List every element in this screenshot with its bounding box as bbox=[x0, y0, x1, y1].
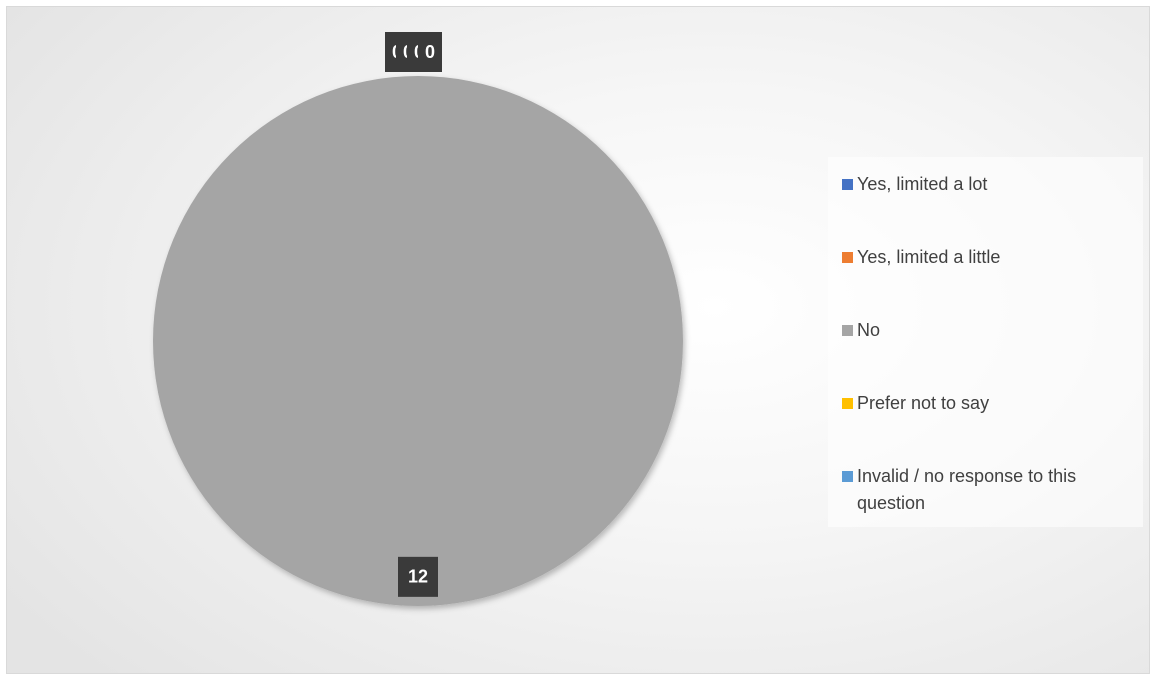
legend-item: Invalid / no response to this question bbox=[842, 463, 1133, 536]
pie bbox=[153, 76, 683, 606]
legend-item: Prefer not to say bbox=[842, 390, 1133, 463]
legend-swatch bbox=[842, 179, 853, 190]
legend-item: No bbox=[842, 317, 1133, 390]
legend-label: Prefer not to say bbox=[857, 393, 990, 413]
legend-label: Yes, limited a little bbox=[857, 247, 1001, 267]
legend-item: Yes, limited a little bbox=[842, 244, 1133, 317]
data-label-box bbox=[418, 32, 442, 72]
legend-label: Yes, limited a lot bbox=[857, 174, 988, 194]
legend-swatch bbox=[842, 252, 853, 263]
legend-item: Yes, limited a lot bbox=[842, 171, 1133, 244]
legend-swatch bbox=[842, 325, 853, 336]
legend-label: No bbox=[857, 320, 881, 340]
pie-slice bbox=[153, 76, 683, 606]
legend: Yes, limited a lot Yes, limited a little N… bbox=[828, 157, 1143, 527]
data-label: 0 bbox=[425, 42, 435, 62]
data-label: 12 bbox=[408, 567, 428, 587]
legend-swatch bbox=[842, 398, 853, 409]
legend-label: Invalid / no response to this question bbox=[857, 466, 1077, 513]
legend-swatch bbox=[842, 471, 853, 482]
data-label-box bbox=[398, 556, 438, 597]
